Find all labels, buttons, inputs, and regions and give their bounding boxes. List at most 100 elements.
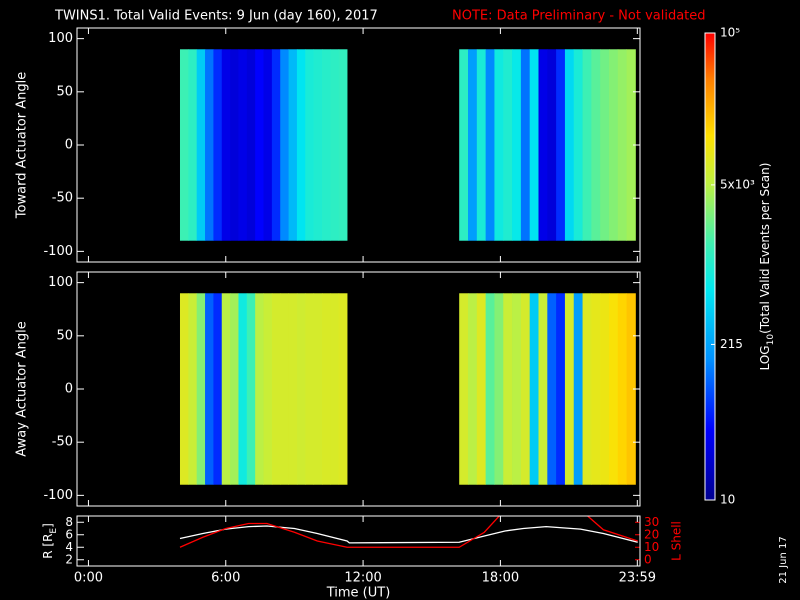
spectrogram-column [296,49,306,241]
spectrogram-column [494,293,504,485]
spectrogram-column [459,49,469,241]
spectrogram-column [305,49,315,241]
y-axis-label: R [RE] [41,523,59,559]
spectrogram-column [573,293,583,485]
spectrogram-column [538,293,548,485]
x-tick-label: 12:00 [344,571,381,586]
colorbar [704,32,716,501]
y-tick-label: 100 [48,275,73,290]
spectrogram-column [503,49,513,241]
spectrogram-column [591,49,601,241]
spectrogram-column [271,293,281,485]
plot-area [179,516,638,548]
y-tick-label: -100 [43,488,73,503]
spectrogram-column [520,49,531,241]
spectrogram-column [196,49,206,241]
spectrogram-column [280,293,289,485]
spectrogram-column [263,49,273,241]
spectrogram-column [246,293,256,485]
chart-title: TWINS1. Total Valid Events: 9 Jun (day 1… [54,9,378,24]
spectrogram-column [321,293,331,485]
spectrogram-column [330,293,340,485]
spectrogram-column [321,49,331,241]
spectrogram-column [617,293,628,485]
spectrogram-column [288,49,298,241]
y-tick-label: 50 [56,84,73,99]
spectrogram-column [547,293,557,485]
x-axis-label: Time (UT) [326,586,391,600]
y-tick-label: 8 [65,515,73,529]
spectrogram-column [556,293,566,485]
spectrogram-column [626,49,636,241]
x-tick-label: 0:00 [74,571,103,586]
spectrogram-column [476,293,487,485]
spectrogram-column [313,49,323,241]
spectrogram-column [564,49,575,241]
y2-tick-label: 0 [644,552,652,566]
spectrogram-column [512,293,522,485]
colorbar-label-part: LOG [758,345,772,370]
y-axis-label-part: ] [41,523,55,528]
y-axis-label: Toward Actuator Angle [15,72,30,219]
spectrogram-column [538,49,548,241]
spectrogram-column [529,293,539,485]
x-tick-label: 23:59 [619,571,656,586]
colorbar-label-part: 10 [766,334,776,346]
spectrogram-column [468,49,478,241]
spectrogram-column [271,49,281,241]
spectrogram-column [263,293,273,485]
y-tick-label: 50 [56,328,73,343]
y-tick-label: 4 [65,540,73,554]
spectrogram-column [626,293,636,485]
y2-tick-label: 10 [644,540,659,554]
spectrogram-column [556,49,566,241]
y2-tick-label: 30 [644,515,659,529]
colorbar-tick-label: 10 [720,493,735,507]
colorbar-tick-label: 215 [720,337,743,351]
spectrogram-column [494,49,504,241]
spectrogram-column [213,293,223,485]
spectrogram-column [338,49,348,241]
y-axis-label-part: R [R [41,534,55,559]
x-tick-label: 6:00 [211,571,240,586]
spectrogram-column [305,293,315,485]
spectrogram-column [520,293,531,485]
colorbar-label-part: (Total Valid Events per Scan) [758,163,772,334]
y-axis-label-part: E [49,528,59,534]
y-tick-label: 100 [48,31,73,46]
date-stamp: 21 Jun 17 [778,536,789,583]
y-tick-label: -50 [52,191,73,206]
spectrogram-column [600,49,610,241]
y2-tick-label: 20 [644,527,659,541]
spectrogram-column [188,293,198,485]
spectrogram-column [196,293,206,485]
spectrogram-column [476,49,487,241]
spectrogram-column [296,293,306,485]
spectrogram-column [582,293,592,485]
spectrogram-column [459,293,469,485]
spectrogram-column [179,49,189,241]
spectrogram-column [221,293,231,485]
spectrogram-column [512,49,522,241]
y-tick-label: 2 [65,552,73,566]
y-tick-label: -50 [52,435,73,450]
axes-frame [76,515,641,567]
spectrogram-column [608,293,619,485]
spectrogram-column [591,293,601,485]
colorbar-label: LOG10(Total Valid Events per Scan) [758,163,776,371]
colorbar-tick-label: 5x10³ [720,177,755,191]
spectrogram-column [238,49,248,241]
spectrogram-column [564,293,575,485]
spectrogram-column [238,293,248,485]
spectrogram-column [221,49,231,241]
y-tick-label: 0 [65,382,73,397]
spectrogram-column [608,49,619,241]
y2-axis-label: L Shell [670,521,684,561]
spectrogram-column [313,293,323,485]
x-tick-label: 18:00 [482,571,519,586]
spectrogram-column [600,293,610,485]
spectrogram-column [485,49,495,241]
spectrogram-column [255,49,264,241]
spectrogram-column [230,293,239,485]
